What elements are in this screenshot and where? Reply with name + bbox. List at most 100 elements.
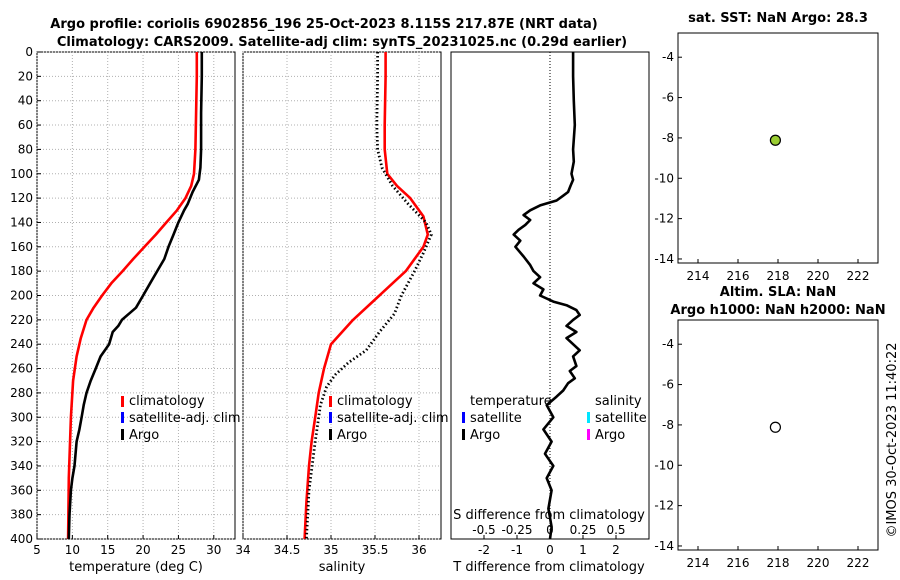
sla-map-title-line-2: Argo h1000: NaN h2000: NaN [670,303,885,318]
y-tick-label: 140 [10,215,33,229]
legend-swatch-satellite [121,412,124,423]
sla-map-x-ticks: 214 216 218 220 222 [687,546,870,570]
y-tick-label: 20 [18,69,33,83]
map-x-tick-label: 218 [767,269,790,283]
map-y-tick-label: -12 [654,499,674,513]
x-tick-label: 34.5 [274,543,301,557]
legend-label-argo: Argo [129,428,159,443]
y-tick-label: 120 [10,191,33,205]
x-tick-label: 2 [612,543,620,557]
map-y-tick-label: -14 [654,252,674,266]
timestamp: ©IMOS 30-Oct-2023 11:40:22 [885,342,900,537]
y-tick-label: 60 [18,118,33,132]
temperature-x-label: temperature (deg C) [69,560,203,575]
argo-position-marker [769,421,782,433]
s-difference-label: S difference from climatology [453,508,645,523]
y-tick-label: 360 [10,483,33,497]
s-difference-ticks: -0.5 -0.25 0 0.25 0.5 [472,523,625,537]
y-tick-label: 300 [10,410,33,424]
x-tick-label: 1 [579,543,587,557]
sst-map-axes-frame [677,32,879,264]
sst-map-x-ticks: 214 216 218 220 222 [687,259,870,283]
argo-position-marker [769,134,782,146]
t-difference-x-ticks: -2 -1 0 1 2 [478,535,620,557]
legend-label-s-satellite: satellite [595,411,647,426]
temperature-panel: 5 10 15 20 25 30 0 20 40 60 80 100 120 140 160 180 200 2… [10,45,241,575]
t-difference-x-label: T difference from climatology [452,560,645,575]
y-tick-label: 260 [10,362,33,376]
x-tick-label: 25 [171,543,186,557]
x-tick-label: -2 [478,543,490,557]
legend-swatch-t-satellite [462,412,465,423]
legend-label-t-argo: Argo [470,428,500,443]
map-x-tick-label: 220 [807,556,830,570]
sla-map-axes-frame [677,319,879,551]
map-x-tick-label: 222 [847,556,870,570]
map-y-tick-label: -14 [654,539,674,553]
sla-map-title-line-1: Altim. SLA: NaN [720,285,836,300]
s-tick-label: -0.5 [472,523,495,537]
map-x-tick-label: 218 [767,556,790,570]
map-x-tick-label: 214 [687,269,710,283]
map-x-tick-label: 216 [727,556,750,570]
temperature-lines [66,52,204,540]
salinity-legend: climatology satellite-adj. clim Argo [329,394,449,443]
temperature-x-ticks: 5 10 15 20 25 30 [33,535,221,557]
x-tick-label: 35 [323,543,338,557]
salinity-x-label: salinity [319,560,366,575]
y-tick-label: 40 [18,94,33,108]
salinity-grid [242,51,441,540]
y-tick-label: 220 [10,313,33,327]
legend-swatch-satellite [329,412,332,423]
map-y-tick-label: -10 [654,171,674,185]
legend-title-salinity: salinity [595,394,642,409]
map-x-tick-label: 216 [727,269,750,283]
x-tick-label: 34 [235,543,250,557]
map-x-tick-label: 220 [807,269,830,283]
difference-panel: -2 -1 0 1 2 -0.5 -0.25 0 0.25 0.5 S difference f… [450,51,650,575]
s-tick-label: 0.25 [570,523,597,537]
legend-label-t-satellite: satellite [470,411,522,426]
y-tick-label: 320 [10,435,33,449]
difference-lines [512,52,582,540]
y-tick-label: 280 [10,386,33,400]
map-x-tick-label: 222 [847,269,870,283]
y-tick-label: 180 [10,264,33,278]
legend-label-satellite: satellite-adj. clim [129,411,241,426]
x-tick-label: 15 [100,543,115,557]
sst-map-y-ticks: -4 -6 -8 -10 -12 -14 [654,50,682,266]
legend-swatch-climatology [329,396,332,407]
sla-map-y-ticks: -4 -6 -8 -10 -12 -14 [654,337,682,553]
title-line-1: Argo profile: coriolis 6902856_196 25-Oc… [50,17,597,32]
x-tick-label: 20 [135,543,150,557]
map-y-tick-label: -6 [662,378,674,392]
y-tick-label: 200 [10,289,33,303]
x-tick-label: 35.5 [362,543,389,557]
difference-legend: temperature satellite Argo salinity sate… [462,394,647,443]
temperature-legend: climatology satellite-adj. clim Argo [121,394,241,443]
legend-label-satellite: satellite-adj. clim [337,411,449,426]
legend-label-climatology: climatology [337,394,413,409]
title-line-2: Climatology: CARS2009. Satellite-adj cli… [57,35,627,50]
map-y-tick-label: -12 [654,212,674,226]
y-tick-label: 380 [10,508,33,522]
legend-label-s-argo: Argo [595,428,625,443]
legend-title-temperature: temperature [470,394,552,409]
x-tick-label: 30 [206,543,221,557]
legend-label-climatology: climatology [129,394,205,409]
y-tick-label: 160 [10,240,33,254]
legend-label-argo: Argo [337,428,367,443]
map-y-tick-label: -4 [662,50,674,64]
series-line-argo [67,52,204,540]
y-tick-label: 240 [10,337,33,351]
s-tick-label: 0.5 [606,523,625,537]
sla-map-points [769,421,782,433]
series-line-t-difference-argo- [512,52,582,540]
y-tick-label: 400 [10,532,33,546]
map-y-tick-label: -8 [662,131,674,145]
sla-map-panel: Altim. SLA: NaN Argo h1000: NaN h2000: N… [654,285,885,570]
map-y-tick-label: -8 [662,418,674,432]
sst-map-panel: sat. SST: NaN Argo: 28.3 214 216 218 220 222… [654,11,879,283]
legend-swatch-s-argo [587,429,590,440]
